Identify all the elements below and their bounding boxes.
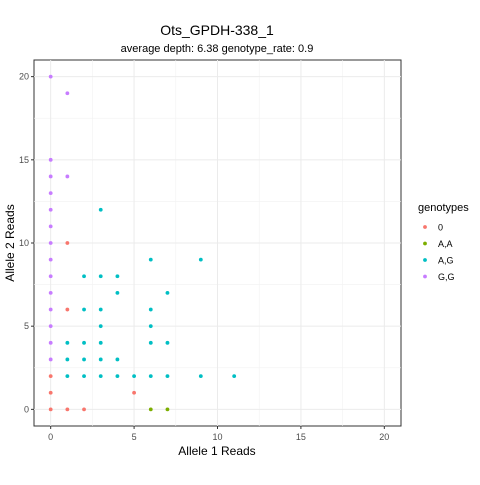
data-point <box>165 407 170 412</box>
data-point <box>98 357 103 362</box>
data-point <box>48 374 53 378</box>
y-tick-label: 20 <box>19 72 29 82</box>
grid-layer <box>34 60 401 426</box>
data-point <box>98 324 103 329</box>
data-point <box>98 307 103 312</box>
data-point <box>98 374 103 378</box>
data-point <box>82 274 86 279</box>
y-tick-label: 5 <box>24 321 29 331</box>
data-point <box>148 407 153 412</box>
data-point <box>48 174 53 179</box>
data-point <box>115 357 120 362</box>
data-point <box>82 340 86 345</box>
legend-key <box>423 225 427 229</box>
data-point <box>65 374 70 378</box>
data-point <box>48 390 53 395</box>
chart-title: Ots_GPDH-338_1 <box>160 22 274 38</box>
data-point <box>232 374 237 378</box>
legend-items: 0 A,A A,G G,G <box>423 223 455 282</box>
data-point <box>165 340 170 345</box>
y-tick-label: 0 <box>24 404 29 414</box>
x-axis-label: Allele 1 Reads <box>178 444 255 458</box>
x-tick-label: 15 <box>296 432 306 442</box>
legend-title: genotypes <box>418 202 469 214</box>
data-point <box>148 257 153 262</box>
data-point <box>48 157 53 162</box>
legend-key <box>423 258 427 262</box>
data-point <box>48 291 53 295</box>
chart-subtitle: average depth: 6.38 genotype_rate: 0.9 <box>121 43 314 55</box>
x-axis-ticks: 0 5 10 15 20 <box>48 426 389 442</box>
data-point <box>65 174 70 179</box>
data-point <box>98 340 103 345</box>
data-point <box>115 291 120 295</box>
x-tick-label: 5 <box>132 432 137 442</box>
data-point <box>48 340 53 345</box>
data-point <box>48 191 53 195</box>
legend-label: G,G <box>438 272 455 282</box>
data-point <box>48 357 53 362</box>
data-point <box>48 224 53 229</box>
data-point <box>82 374 86 378</box>
data-point <box>48 257 53 262</box>
points-layer <box>48 74 237 412</box>
data-point <box>48 207 53 212</box>
legend: genotypes 0 A,A A,G G,G <box>418 202 469 282</box>
data-point <box>148 307 153 312</box>
data-point <box>65 407 70 412</box>
data-point <box>198 257 203 262</box>
y-tick-label: 15 <box>19 155 29 165</box>
data-point <box>65 91 70 96</box>
x-tick-label: 10 <box>212 432 222 442</box>
y-axis-ticks: 0 5 10 15 20 <box>19 72 34 414</box>
legend-key <box>423 241 427 246</box>
data-point <box>48 241 53 245</box>
data-point <box>132 374 136 378</box>
data-point <box>48 74 53 79</box>
x-tick-label: 0 <box>48 432 53 442</box>
y-tick-label: 10 <box>19 238 29 248</box>
data-point <box>48 307 53 312</box>
data-point <box>65 340 70 345</box>
data-point <box>48 274 53 279</box>
legend-label: A,G <box>438 256 454 266</box>
data-point <box>65 357 70 362</box>
data-point <box>48 324 53 329</box>
data-point <box>115 274 120 279</box>
data-point <box>198 374 203 378</box>
data-point <box>82 407 86 412</box>
y-axis-label: Allele 2 Reads <box>3 204 17 281</box>
legend-label: 0 <box>438 223 443 233</box>
data-point <box>148 340 153 345</box>
data-point <box>148 374 153 378</box>
legend-key <box>423 274 427 279</box>
data-point <box>148 324 153 329</box>
data-point <box>65 307 70 312</box>
x-tick-label: 20 <box>379 432 389 442</box>
data-point <box>48 407 53 412</box>
data-point <box>98 274 103 279</box>
data-point <box>165 291 170 295</box>
data-point <box>132 390 136 395</box>
data-point <box>65 241 70 245</box>
data-point <box>82 307 86 312</box>
data-point <box>115 374 120 378</box>
data-point <box>165 374 170 378</box>
data-point <box>98 207 103 212</box>
data-point <box>82 357 86 362</box>
legend-label: A,A <box>438 239 453 249</box>
